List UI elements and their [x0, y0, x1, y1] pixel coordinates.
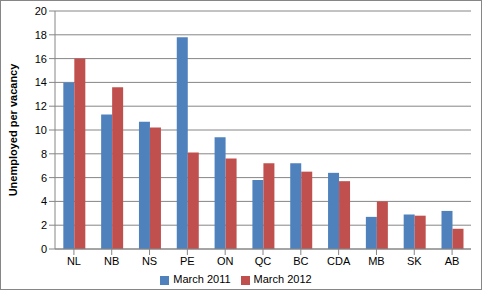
html-text:March 2012: March 2012	[253, 273, 312, 285]
svg-text:PE: PE	[180, 255, 195, 267]
svg-text:14: 14	[35, 76, 47, 88]
svg-text:BC: BC	[293, 255, 308, 267]
svg-text:2: 2	[41, 219, 47, 231]
svg-text:SK: SK	[407, 255, 422, 267]
svg-text:MB: MB	[368, 255, 385, 267]
svg-text:Unemployed per vacancy: Unemployed per vacancy	[8, 63, 19, 197]
svg-text:4: 4	[41, 195, 47, 207]
svg-text:QC: QC	[255, 255, 272, 267]
svg-text:16: 16	[35, 53, 47, 65]
svg-text:ON: ON	[217, 255, 234, 267]
html-text:March 2011: March 2011	[173, 273, 231, 285]
svg-text:12: 12	[35, 100, 47, 112]
svg-text:0: 0	[41, 243, 47, 255]
svg-text:6: 6	[41, 172, 47, 184]
svg-text:8: 8	[41, 148, 47, 160]
svg-text:NS: NS	[142, 255, 157, 267]
svg-text:CDA: CDA	[327, 255, 351, 267]
svg-text:10: 10	[35, 124, 47, 136]
svg-text:NB: NB	[104, 255, 119, 267]
svg-text:AB: AB	[445, 255, 460, 267]
svg-text:NL: NL	[67, 255, 81, 267]
svg-text:20: 20	[35, 5, 47, 17]
svg-text:18: 18	[35, 29, 47, 41]
